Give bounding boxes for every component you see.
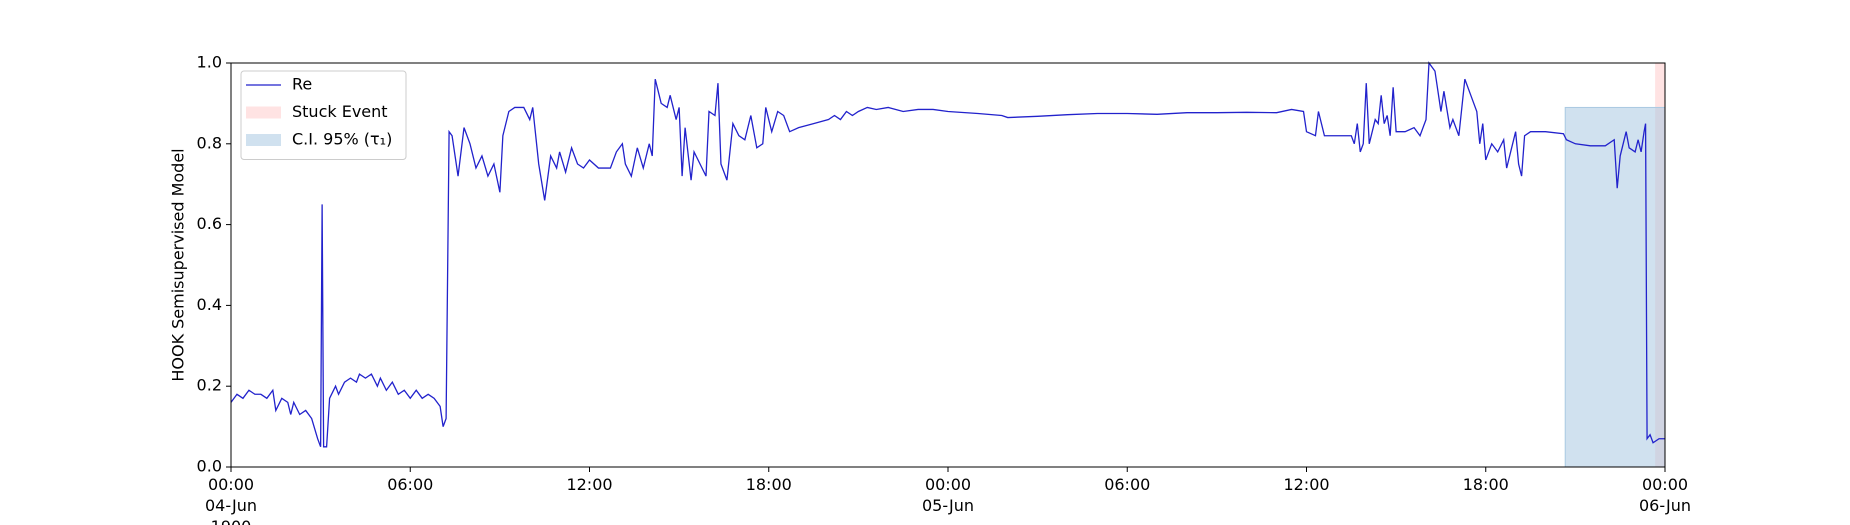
legend: Re Stuck Event C.I. 95% (τ₁) — [240, 70, 407, 160]
span — [1564, 106, 1666, 468]
series-line — [230, 61, 1665, 448]
y-tick-label: 0.0 — [197, 457, 222, 476]
legend-label: Stuck Event — [292, 102, 388, 121]
legend-frame — [240, 70, 407, 160]
legend-label: Re — [292, 75, 312, 94]
y-axis-label: HOOK Semisupervised Model — [169, 148, 188, 381]
legend-label: C.I. 95% (τ₁) — [292, 130, 392, 149]
x-tick-label: 00:00 04-Jun 1900 — [204, 475, 258, 525]
y-tick-label: 0.6 — [197, 214, 222, 233]
y-tick-label: 1.0 — [197, 53, 222, 72]
x-tick-label: 18:00 — [745, 475, 792, 494]
x-tick-label: 00:00 05-Jun — [921, 475, 975, 515]
x-tick-label: 12:00 — [566, 475, 613, 494]
y-tick-label: 0.8 — [197, 133, 222, 152]
x-tick-label: 12:00 — [1283, 475, 1330, 494]
axes-frame — [230, 62, 1666, 468]
x-tick-label: 06:00 — [387, 475, 434, 494]
legend-swatch — [246, 134, 281, 146]
y-tick-label: 0.2 — [197, 376, 222, 395]
x-tick-label: 00:00 06-Jun — [1638, 475, 1692, 515]
x-tick-label: 18:00 — [1462, 475, 1509, 494]
legend-swatch — [246, 106, 281, 119]
y-tick-label: 0.4 — [197, 295, 222, 314]
x-tick-label: 06:00 — [1104, 475, 1151, 494]
